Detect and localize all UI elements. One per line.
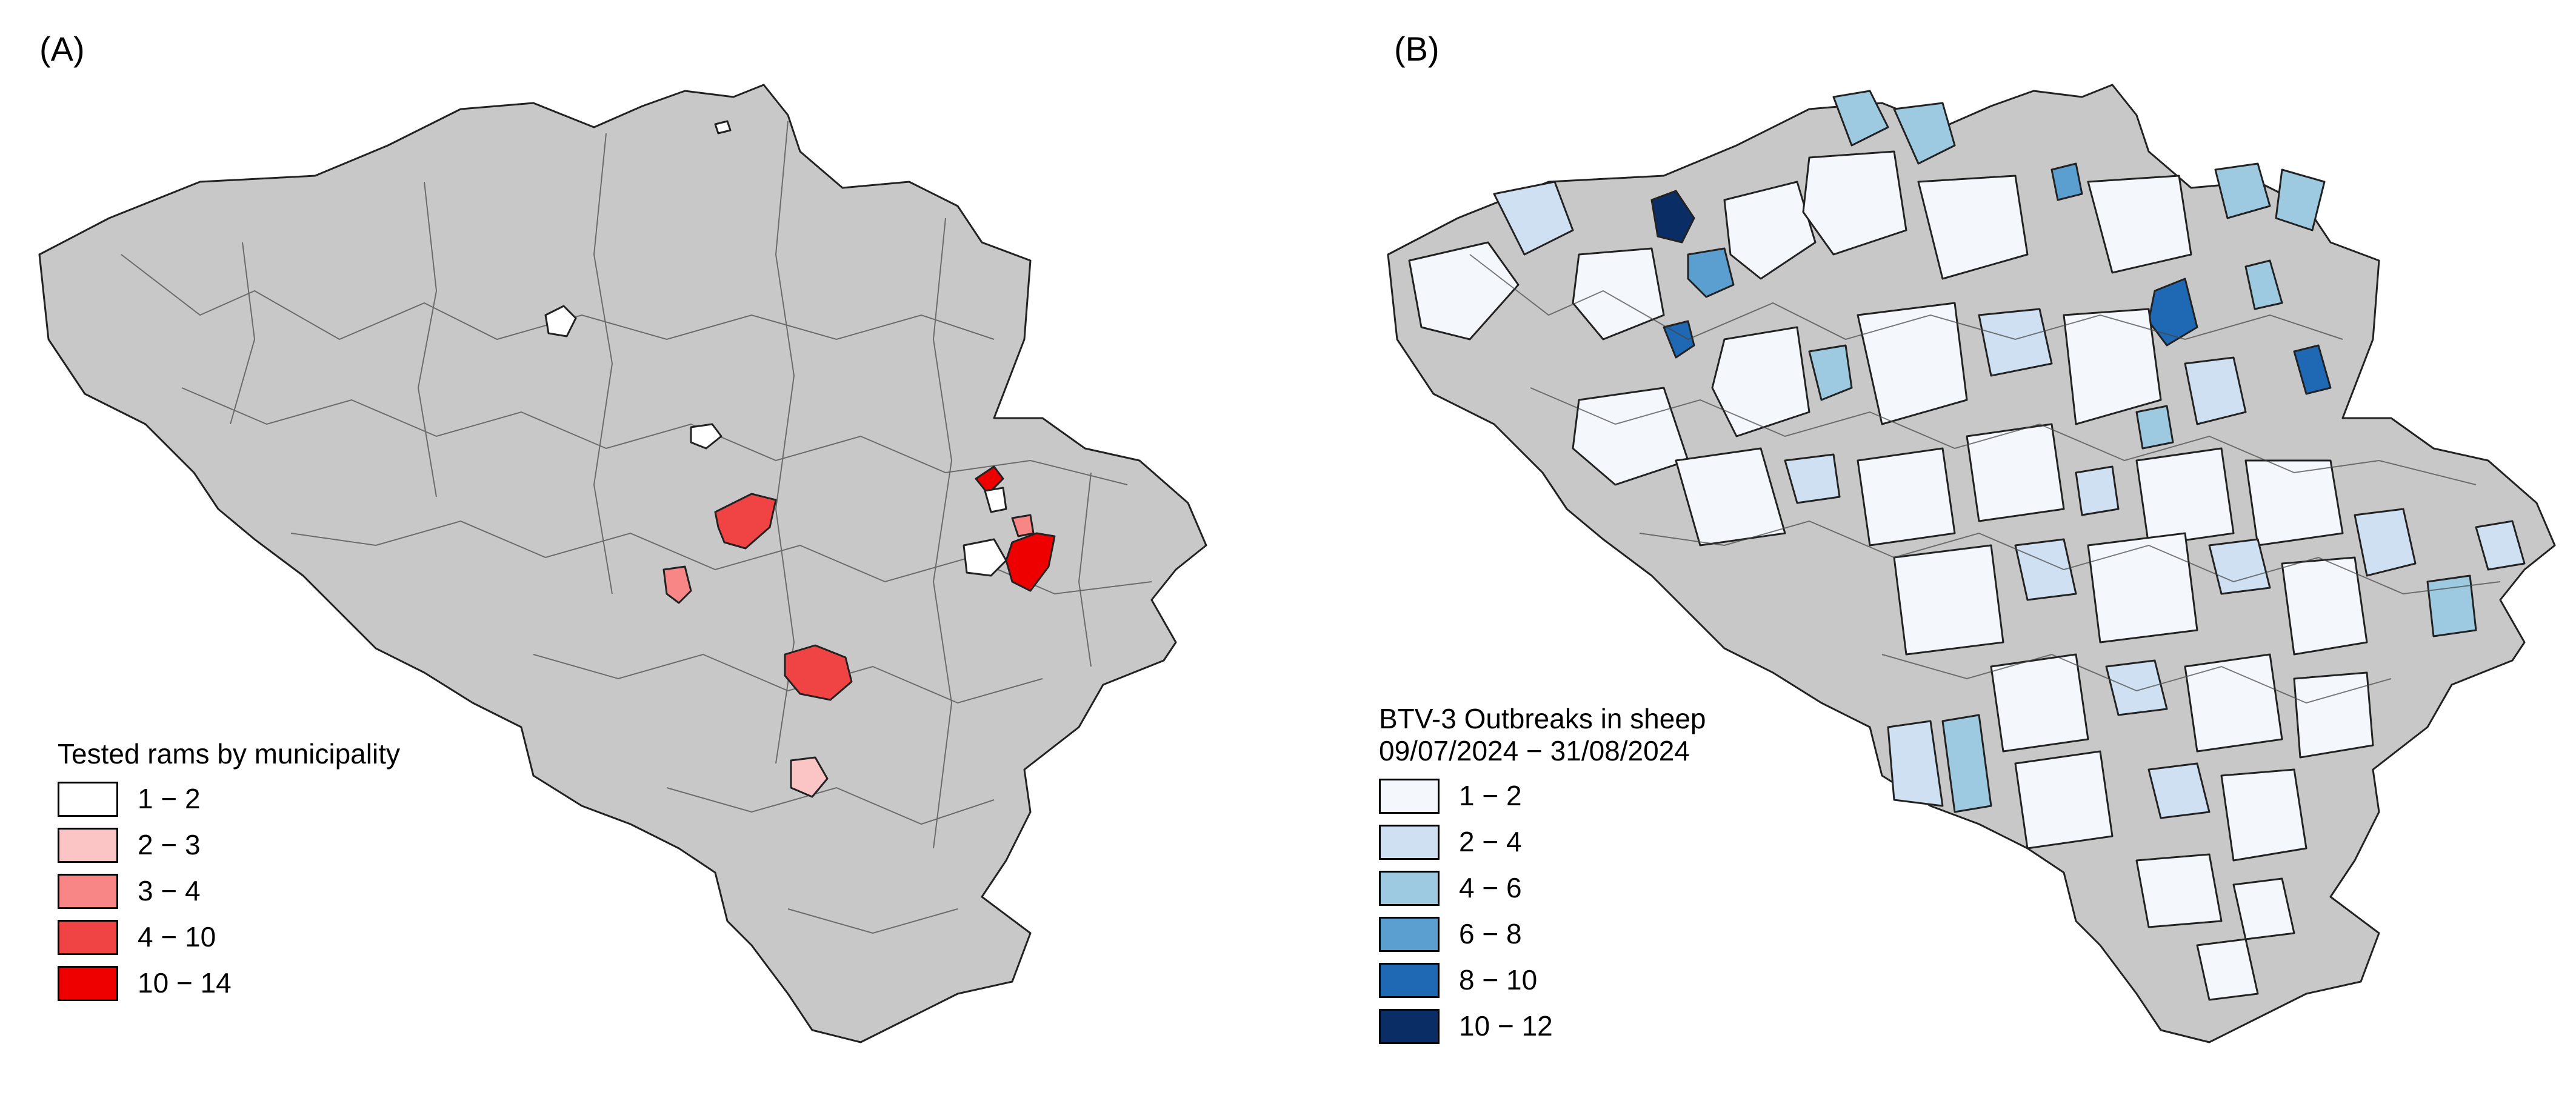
muni-red-2-3-a <box>790 756 829 798</box>
legend-label: 6 − 8 <box>1459 918 1522 950</box>
legend-item: 4 − 6 <box>1379 865 1706 911</box>
legend-item: 10 − 12 <box>1379 1003 1706 1049</box>
legend-label: 2 − 3 <box>138 829 201 861</box>
legend-item: 2 − 4 <box>1379 819 1706 865</box>
legend-rows: 1 − 2 2 − 3 3 − 4 4 − 10 10 − 14 <box>58 776 400 1006</box>
legend-title: BTV-3 Outbreaks in sheep 09/07/2024 − 31… <box>1379 703 1706 767</box>
legend-item: 6 − 8 <box>1379 911 1706 957</box>
legend-swatch <box>1379 824 1440 860</box>
legend: Tested rams by municipality 1 − 2 2 − 3 3 … <box>58 738 400 1006</box>
legend-swatch <box>1379 962 1440 998</box>
legend-rows: 1 − 2 2 − 4 4 − 6 6 − 8 8 − 10 10 − 12 <box>1379 773 1706 1049</box>
panel-b: (B) BTV-3 Outbreaks in sheep 09/07/2024 … <box>1288 0 2576 1101</box>
muni-red-3-4-a <box>662 565 692 604</box>
muni-red-3-4-b <box>1011 514 1035 537</box>
municipality-borders <box>1469 254 2501 704</box>
legend-item: 2 − 3 <box>58 822 400 868</box>
map-tested-rams <box>38 84 1207 1043</box>
muni-white-3 <box>984 487 1007 513</box>
legend-swatch <box>1379 778 1440 814</box>
panel-a: (A) Tested rams by municipality 1 − 2 2 −… <box>38 30 1207 1043</box>
legend-title-line1: BTV-3 Outbreaks in sheep <box>1379 703 1706 734</box>
legend-swatch <box>1379 1008 1440 1044</box>
muni-red-10-14-a <box>975 465 1004 495</box>
legend-swatch <box>58 781 118 817</box>
legend-label: 10 − 14 <box>138 967 232 999</box>
legend-label: 1 − 2 <box>138 783 201 815</box>
legend-item: 1 − 2 <box>58 776 400 822</box>
legend-title-line2: 09/07/2024 − 31/08/2024 <box>1379 734 1690 767</box>
legend: BTV-3 Outbreaks in sheep 09/07/2024 − 31… <box>1379 703 1706 1049</box>
legend-label: 3 − 4 <box>138 875 201 907</box>
legend-label: 1 − 2 <box>1459 780 1522 812</box>
legend-item: 1 − 2 <box>1379 773 1706 819</box>
muni-red-10-14-b <box>1005 532 1056 592</box>
legend-item: 4 − 10 <box>58 914 400 960</box>
legend-label: 8 − 10 <box>1459 964 1538 996</box>
muni-white-1 <box>544 305 577 338</box>
legend-label: 4 − 10 <box>138 921 216 953</box>
legend-label: 4 − 6 <box>1459 872 1522 904</box>
legend-item: 3 − 4 <box>58 868 400 914</box>
legend-swatch <box>58 873 118 909</box>
muni-white-4 <box>963 538 1007 577</box>
highlighted-municipalities <box>544 120 1056 798</box>
panel-label: (B) <box>1394 30 1440 68</box>
legend-item: 10 − 14 <box>58 960 400 1006</box>
muni-white-2 <box>690 423 722 450</box>
belgium-outline <box>38 84 1207 1043</box>
map-btv3-outbreaks <box>1387 84 2556 1043</box>
legend-label: 2 − 4 <box>1459 826 1522 858</box>
muni-red-4-10-b <box>784 644 853 701</box>
legend-label: 10 − 12 <box>1459 1010 1553 1042</box>
panel-label: (A) <box>39 30 85 68</box>
legend-swatch <box>58 965 118 1001</box>
legend-title: Tested rams by municipality <box>58 738 400 770</box>
legend-swatch <box>1379 916 1440 952</box>
legend-item: 8 − 10 <box>1379 957 1706 1003</box>
outbreak-municipalities <box>1408 90 2526 1001</box>
muni-red-4-10-a <box>714 493 777 550</box>
legend-swatch <box>58 827 118 863</box>
muni-white-5 <box>714 120 732 135</box>
legend-swatch <box>1379 870 1440 906</box>
legend-swatch <box>58 919 118 955</box>
